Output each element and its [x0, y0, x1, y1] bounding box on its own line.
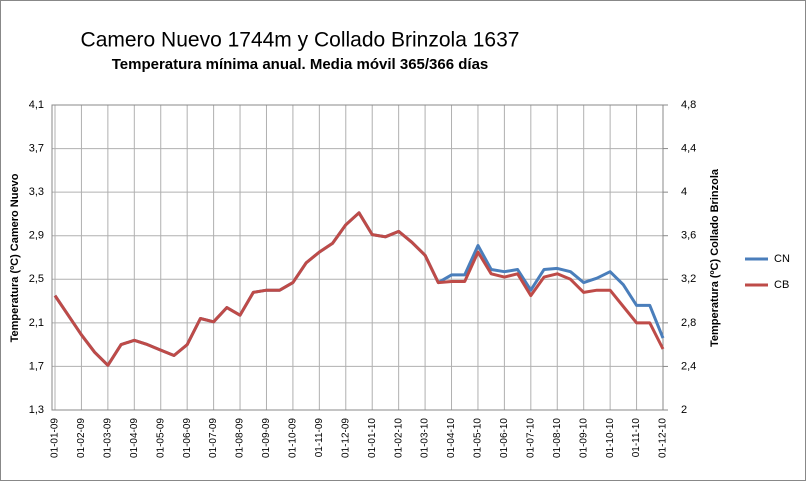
y2-tick-label: 2,8	[681, 317, 696, 329]
x-tick-label: 01-05-10	[473, 418, 484, 458]
x-tick-label: 01-06-10	[499, 418, 510, 458]
y2-tick-label: 4,8	[681, 99, 696, 111]
x-tick-label: 01-09-10	[578, 418, 589, 458]
x-tick-label: 01-02-10	[393, 418, 404, 458]
x-tick-label: 01-12-09	[340, 418, 351, 458]
y-tick-label: 3,7	[29, 142, 44, 154]
x-tick-label: 01-06-09	[182, 418, 193, 458]
x-tick-label: 01-03-09	[103, 418, 114, 458]
legend-label: CB	[774, 279, 789, 291]
y-tick-label: 4,1	[29, 99, 44, 111]
chart-subtitle: Temperatura mínima anual. Media móvil 36…	[112, 56, 489, 73]
x-tick-label: 01-09-09	[261, 418, 272, 458]
y2-axis-title: Temperatura (ºC) Collado Brinzola	[709, 168, 721, 347]
x-tick-label: 01-10-10	[605, 418, 616, 458]
y-tick-label: 1,7	[29, 360, 44, 372]
x-tick-label: 01-08-10	[552, 418, 563, 458]
y2-tick-label: 3,2	[681, 273, 696, 285]
y2-tick-label: 3,6	[681, 230, 696, 242]
x-tick-label: 01-02-09	[76, 418, 87, 458]
x-tick-label: 01-01-09	[50, 418, 61, 458]
y-tick-label: 1,3	[29, 404, 44, 416]
y-tick-label: 2,5	[29, 273, 44, 285]
chart-title: Camero Nuevo 1744m y Collado Brinzola 16…	[81, 29, 520, 52]
plot-frame	[51, 104, 664, 411]
x-tick-label: 01-07-09	[208, 418, 219, 458]
x-tick-label: 01-04-10	[446, 418, 457, 458]
x-tick-label: 01-01-10	[367, 418, 378, 458]
x-tick-label: 01-03-10	[420, 418, 431, 458]
x-tick-label: 01-08-09	[235, 418, 246, 458]
line-series	[53, 211, 665, 367]
y-tick-label: 2,1	[29, 317, 44, 329]
y2-tick-label: 2,4	[681, 360, 696, 372]
y-axis-title: Temperatura (ºC) Camero Nuevo	[9, 173, 21, 342]
y2-tick-label: 4	[681, 186, 687, 198]
x-tick-label: 01-12-10	[658, 418, 669, 458]
y-tick-label: 2,9	[29, 230, 44, 242]
x-tick-label: 01-04-09	[129, 418, 140, 458]
x-tick-label: 01-10-09	[288, 418, 299, 458]
x-tick-label: 01-07-10	[525, 418, 536, 458]
legend-label: CN	[774, 253, 790, 265]
x-tick-label: 01-11-09	[314, 418, 325, 458]
x-tick-label: 01-05-09	[155, 418, 166, 458]
x-tick-label: 01-11-10	[631, 418, 642, 458]
y2-tick-label: 4,4	[681, 142, 696, 154]
y-tick-label: 3,3	[29, 186, 44, 198]
y2-tick-label: 2	[681, 404, 687, 416]
